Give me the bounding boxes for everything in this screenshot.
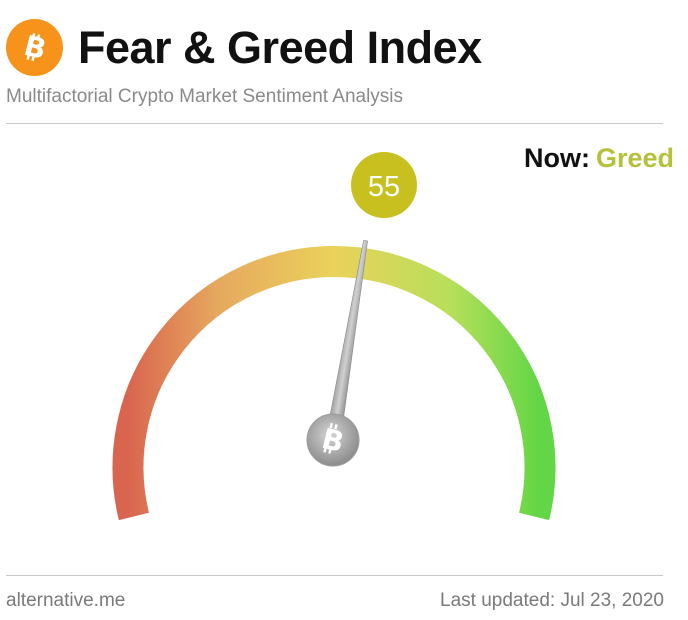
source-link[interactable]: alternative.me: [6, 590, 126, 611]
last-updated: Last updated: Jul 23, 2020: [440, 590, 664, 611]
svg-text:B: B: [20, 31, 49, 65]
sentiment-classification: Greed: [595, 143, 674, 173]
gauge-arc: [112, 246, 556, 521]
needle-hub: B: [306, 413, 360, 467]
value-badge: 55: [351, 152, 417, 218]
now-label: Now:: [523, 143, 590, 173]
current-status: Now: Greed: [524, 143, 674, 174]
sentiment-gauge: B 55: [112, 152, 556, 521]
bitcoin-icon: B: [20, 31, 49, 65]
gauge-value: 55: [368, 171, 400, 203]
page-title: Fear & Greed Index: [78, 22, 482, 73]
divider: [6, 575, 663, 576]
bitcoin-logo: B: [6, 19, 63, 76]
page-subtitle: Multifactorial Crypto Market Sentiment A…: [6, 86, 404, 107]
divider: [6, 123, 663, 124]
